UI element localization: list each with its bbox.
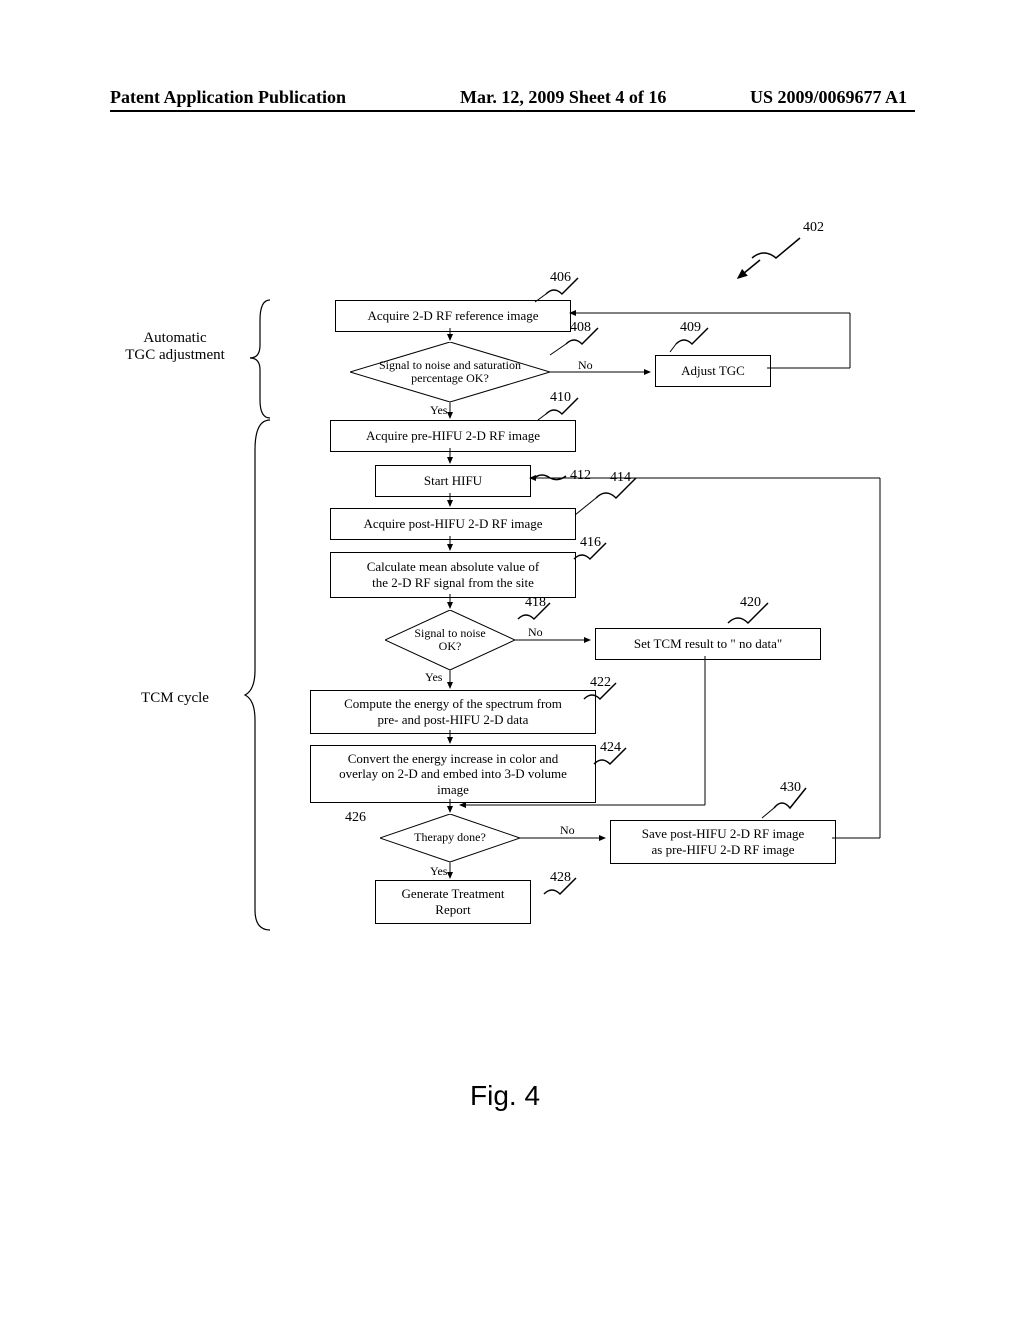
diamond-418: Signal to noise OK?: [398, 610, 502, 670]
ref-414: 414: [610, 470, 631, 486]
figure-caption: Fig. 4: [470, 1080, 540, 1112]
ref-418: 418: [525, 595, 546, 611]
box-416: Calculate mean absolute value of the 2-D…: [330, 552, 576, 598]
diamond-418-text: Signal to noise OK?: [385, 610, 515, 670]
no-426: No: [560, 823, 575, 838]
box-409-text: Adjust TGC: [681, 363, 745, 379]
ref-416: 416: [580, 535, 601, 551]
ref-428: 428: [550, 870, 571, 886]
flowchart: Automatic TGC adjustment TCM cycle 402 A…: [100, 220, 920, 1020]
box-424-text: Convert the energy increase in color and…: [339, 751, 567, 798]
header-rule: [110, 110, 915, 112]
ref-406: 406: [550, 270, 571, 286]
box-430: Save post-HIFU 2-D RF image as pre-HIFU …: [610, 820, 836, 864]
yes-408: Yes: [430, 403, 447, 418]
no-408: No: [578, 358, 593, 373]
diamond-426-text: Therapy done?: [380, 814, 520, 862]
box-430-text: Save post-HIFU 2-D RF image as pre-HIFU …: [642, 826, 805, 857]
header-left: Patent Application Publication: [110, 87, 346, 108]
ref-430: 430: [780, 780, 801, 796]
box-412: Start HIFU: [375, 465, 531, 497]
box-410: Acquire pre-HIFU 2-D RF image: [330, 420, 576, 452]
ref-422: 422: [590, 675, 611, 691]
box-414: Acquire post-HIFU 2-D RF image: [330, 508, 576, 540]
box-409: Adjust TGC: [655, 355, 771, 387]
side-label-tcm: TCM cycle: [125, 690, 225, 707]
box-406-text: Acquire 2-D RF reference image: [367, 308, 538, 324]
ref-409: 409: [680, 320, 701, 336]
diamond-408: Signal to noise and saturation percentag…: [400, 342, 500, 402]
box-420: Set TCM result to " no data": [595, 628, 821, 660]
ref-402: 402: [803, 220, 824, 236]
diamond-408-text: Signal to noise and saturation percentag…: [350, 342, 550, 402]
ref-410: 410: [550, 390, 571, 406]
ref-412: 412: [570, 468, 591, 484]
box-424: Convert the energy increase in color and…: [310, 745, 596, 803]
box-428: Generate Treatment Report: [375, 880, 531, 924]
yes-418: Yes: [425, 670, 442, 685]
no-418: No: [528, 625, 543, 640]
box-428-text: Generate Treatment Report: [402, 886, 505, 917]
box-422-text: Compute the energy of the spectrum from …: [344, 696, 562, 727]
ref-408: 408: [570, 320, 591, 336]
box-420-text: Set TCM result to " no data": [634, 636, 782, 652]
box-412-text: Start HIFU: [424, 473, 482, 489]
box-422: Compute the energy of the spectrum from …: [310, 690, 596, 734]
yes-426: Yes: [430, 864, 447, 879]
side-label-tgc: Automatic TGC adjustment: [115, 330, 235, 364]
ref-420: 420: [740, 595, 761, 611]
diamond-426: Therapy done?: [400, 814, 500, 862]
ref-426: 426: [345, 810, 366, 826]
box-410-text: Acquire pre-HIFU 2-D RF image: [366, 428, 540, 444]
box-406: Acquire 2-D RF reference image: [335, 300, 571, 332]
box-416-text: Calculate mean absolute value of the 2-D…: [367, 559, 540, 590]
header-center: Mar. 12, 2009 Sheet 4 of 16: [460, 87, 666, 108]
header-right: US 2009/0069677 A1: [750, 87, 907, 108]
box-414-text: Acquire post-HIFU 2-D RF image: [363, 516, 542, 532]
ref-424: 424: [600, 740, 621, 756]
